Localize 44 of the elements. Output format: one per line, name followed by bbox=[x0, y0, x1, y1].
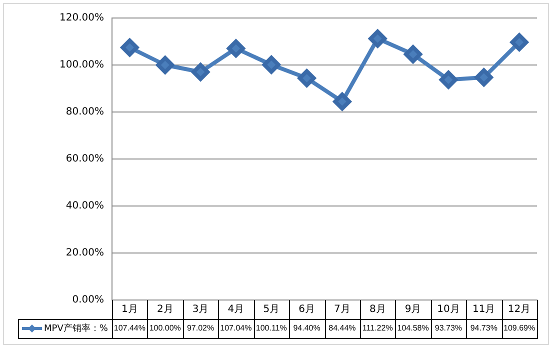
x-tick-label: 12月 bbox=[508, 304, 531, 316]
data-label: 94.73% bbox=[470, 324, 498, 333]
point bbox=[333, 92, 352, 111]
point bbox=[368, 30, 387, 48]
data-label: 104.58% bbox=[397, 324, 429, 333]
y-tick-label: 0.00% bbox=[72, 294, 104, 306]
x-tick-label: 9月 bbox=[404, 304, 422, 316]
x-tick-label: 11月 bbox=[472, 304, 496, 316]
data-label: 97.02% bbox=[186, 324, 214, 333]
x-tick-label: 2月 bbox=[156, 304, 174, 316]
point bbox=[474, 68, 493, 86]
x-tick-label: 7月 bbox=[334, 304, 350, 316]
point bbox=[120, 38, 139, 57]
point bbox=[298, 69, 316, 88]
data-label: 93.73% bbox=[434, 324, 462, 333]
data-label: 100.00% bbox=[149, 324, 181, 333]
x-tick-label: 4月 bbox=[228, 304, 244, 316]
x-tick-label: 8月 bbox=[369, 304, 386, 316]
data-label: 107.04% bbox=[220, 324, 252, 333]
y-tick-label: 80.00% bbox=[66, 106, 104, 118]
x-tick-label: 3月 bbox=[192, 304, 209, 316]
y-tick-label: 100.00% bbox=[60, 60, 104, 71]
point bbox=[510, 33, 528, 52]
x-tick-label: 6月 bbox=[298, 304, 315, 316]
data-label: 94.40% bbox=[293, 324, 320, 333]
y-tick-label: 40.00% bbox=[66, 200, 104, 212]
data-label: 84.44% bbox=[328, 324, 356, 333]
data-label: 111.22% bbox=[362, 324, 393, 333]
point bbox=[192, 63, 210, 82]
y-tick-label: 20.00% bbox=[66, 248, 104, 259]
y-tick-label: 60.00% bbox=[66, 154, 104, 165]
data-label: 107.44% bbox=[114, 324, 146, 333]
point bbox=[439, 70, 458, 89]
point bbox=[226, 39, 245, 58]
x-tick-label: 5月 bbox=[263, 304, 280, 316]
y-tick-label: 120.00% bbox=[60, 12, 104, 24]
x-tick-label: 10月 bbox=[437, 304, 460, 316]
legend-label: MPV产销率：% bbox=[44, 322, 108, 334]
x-tick-label: 1月 bbox=[122, 304, 138, 316]
point bbox=[156, 56, 174, 74]
data-label: 100.11% bbox=[256, 324, 287, 333]
point bbox=[262, 56, 280, 74]
point bbox=[404, 45, 422, 64]
data-label: 109.69% bbox=[503, 324, 536, 333]
